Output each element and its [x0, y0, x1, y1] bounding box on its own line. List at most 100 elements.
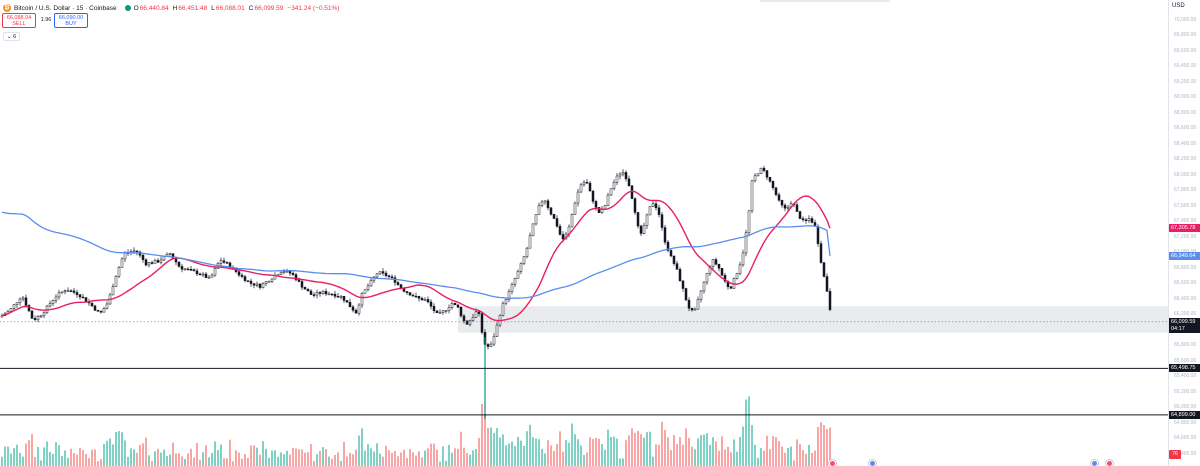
candle-body [81, 296, 85, 299]
volume-bar [286, 450, 288, 466]
candle-body [192, 269, 196, 272]
event-flag-icon[interactable] [828, 459, 837, 466]
indicators-count: 6 [13, 34, 17, 40]
volume-bar [7, 446, 9, 466]
volume-bar [241, 458, 243, 466]
price-tick-label: 68,200.00 [1174, 156, 1197, 162]
volume-bar [691, 446, 693, 466]
volume-bar [316, 454, 318, 466]
candle-body [309, 290, 313, 295]
candle-body [492, 336, 496, 345]
sell-price: 66,088.04 [6, 14, 32, 21]
ma-slow-line [1, 211, 831, 299]
candle-body [540, 201, 544, 206]
volume-bar [544, 453, 546, 466]
high-value: 66,451.48 [178, 4, 208, 12]
ma-slow-price-tag: 66,949.64 [1169, 251, 1200, 260]
buy-button[interactable]: 66,090.00 BUY [54, 13, 88, 28]
candle-body [306, 288, 310, 292]
chart-area[interactable] [0, 0, 1168, 466]
volume-bar [772, 436, 774, 466]
candle-body [366, 285, 370, 290]
candle-body [30, 310, 34, 319]
event-flag-icon[interactable] [1105, 459, 1114, 466]
candle-body [210, 274, 214, 278]
candle-body [825, 276, 829, 292]
price-chart[interactable] [0, 0, 1168, 466]
volume-bar [742, 426, 744, 466]
candle-body [609, 188, 613, 196]
candle-body [570, 213, 574, 228]
symbol-legend[interactable]: ₿ Bitcoin / U.S. Dollar · 15 · Coinbase … [3, 2, 343, 14]
candle-body [489, 343, 493, 347]
candle-body [798, 211, 802, 219]
candle-body [297, 279, 301, 282]
event-flag-icon[interactable] [868, 459, 877, 466]
volume-bar [199, 459, 201, 466]
price-tick-label: 69,000.00 [1174, 94, 1197, 100]
candle-body [411, 294, 415, 297]
volume-bar [700, 435, 702, 466]
volume-bar [667, 437, 669, 466]
volume-bar [166, 456, 168, 466]
volume-bar [736, 451, 738, 466]
candle-body [720, 268, 724, 276]
volume-bar [769, 449, 771, 466]
volume-bar [601, 444, 603, 466]
symbol-title[interactable]: Bitcoin / U.S. Dollar · 15 · Coinbase [14, 4, 117, 12]
price-tick-label: 68,000.00 [1174, 171, 1197, 178]
volume-bar [382, 456, 384, 466]
volume-bar [511, 441, 513, 466]
volume-bar [55, 442, 57, 466]
candle-body [351, 306, 355, 311]
price-tick-label: 69,400.00 [1174, 63, 1197, 69]
candle-body [48, 303, 52, 307]
volume-bar [262, 441, 264, 466]
volume-bar [778, 441, 780, 466]
candle-body [294, 274, 298, 281]
sell-button[interactable]: 66,088.04 SELL [2, 13, 36, 28]
volume-bar [79, 448, 81, 466]
volume-bar [325, 449, 327, 466]
candle-body [156, 260, 160, 263]
price-scale[interactable] [1168, 0, 1200, 466]
candle-body [543, 200, 547, 203]
candle-body [684, 288, 688, 301]
volume-bar [307, 452, 309, 466]
candle-body [546, 200, 550, 209]
candle-body [456, 304, 460, 308]
candle-body [780, 199, 784, 206]
volume-bar [556, 444, 558, 466]
volume-bar [184, 459, 186, 466]
candle-body [615, 175, 619, 183]
volume-bar [22, 456, 24, 466]
candle-body [681, 280, 685, 289]
candle-body [639, 225, 643, 234]
volume-bar [463, 447, 465, 466]
candle-body [654, 203, 658, 209]
volume-bar [226, 458, 228, 466]
price-tick-label: 67,200.00 [1174, 233, 1197, 240]
price-tick-label: 68,800.00 [1174, 109, 1197, 116]
candle-body [807, 218, 811, 221]
candle-body [267, 281, 271, 283]
candle-body [381, 271, 385, 274]
volume-bar [280, 452, 282, 466]
volume-bar [484, 414, 486, 466]
volume-bar [361, 428, 363, 466]
volume-bar [217, 449, 219, 466]
candle-body [696, 299, 700, 310]
volume-bar [676, 444, 678, 466]
indicators-toggle[interactable]: ⌄ 6 [3, 32, 21, 41]
candle-body [447, 307, 451, 311]
volume-bar [349, 452, 351, 466]
price-tick-label: 67,800.00 [1174, 187, 1197, 193]
volume-bar [292, 447, 294, 466]
volume-bar [502, 434, 504, 466]
volume-bar [760, 448, 762, 466]
volume-bar [682, 444, 684, 466]
event-flag-icon[interactable] [1090, 459, 1099, 466]
ma-fast-price-tag: 67,305.78 [1169, 224, 1200, 233]
currency-label[interactable]: USD [1172, 3, 1185, 9]
candle-body [162, 256, 166, 261]
